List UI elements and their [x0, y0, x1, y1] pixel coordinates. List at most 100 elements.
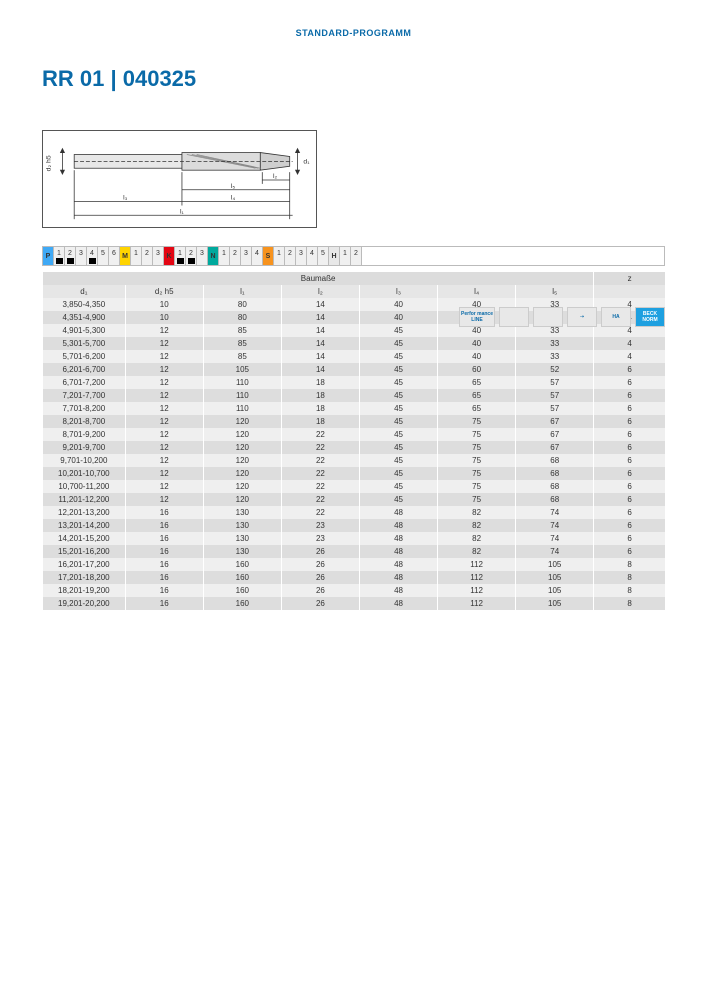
- table-cell: 80: [203, 311, 281, 324]
- table-cell: 12: [125, 337, 203, 350]
- table-cell: 68: [516, 467, 594, 480]
- table-cell: 12: [125, 415, 203, 428]
- table-cell: 6: [594, 454, 665, 467]
- table-cell: 68: [516, 493, 594, 506]
- table-cell: 6,701-7,200: [43, 376, 126, 389]
- table-cell: 16: [125, 597, 203, 610]
- table-cell: 9,701-10,200: [43, 454, 126, 467]
- material-code-n: N: [208, 247, 219, 265]
- table-cell: 82: [438, 532, 516, 545]
- table-cell: 68: [516, 454, 594, 467]
- table-cell: 33: [516, 350, 594, 363]
- table-cell: 6: [594, 389, 665, 402]
- table-cell: 14: [281, 298, 359, 311]
- table-cell: 26: [281, 558, 359, 571]
- table-cell: 12: [125, 493, 203, 506]
- table-cell: 82: [438, 545, 516, 558]
- table-cell: 67: [516, 441, 594, 454]
- table-cell: 45: [359, 389, 437, 402]
- table-cell: 48: [359, 545, 437, 558]
- table-cell: 12: [125, 389, 203, 402]
- table-cell: 120: [203, 493, 281, 506]
- table-cell: 6: [594, 402, 665, 415]
- table-cell: 8,201-8,700: [43, 415, 126, 428]
- material-cell: 1: [54, 247, 65, 265]
- table-cell: 6: [594, 493, 665, 506]
- table-cell: 45: [359, 441, 437, 454]
- table-cell: 85: [203, 337, 281, 350]
- table-cell: 85: [203, 350, 281, 363]
- table-cell: 12: [125, 441, 203, 454]
- table-row: 9,201-9,70012120224575676: [43, 441, 666, 454]
- table-cell: 18: [281, 415, 359, 428]
- table-row: 17,201-18,2001616026481121058: [43, 571, 666, 584]
- diagram-label-l4: l₄: [231, 195, 236, 202]
- diagram-label-l3: l₃: [123, 195, 128, 202]
- table-cell: 85: [203, 324, 281, 337]
- table-cell: 18,201-19,200: [43, 584, 126, 597]
- table-cell: 14: [281, 324, 359, 337]
- table-cell: 82: [438, 506, 516, 519]
- table-cell: 105: [516, 558, 594, 571]
- table-cell: 74: [516, 532, 594, 545]
- table-row: 15,201-16,20016130264882746: [43, 545, 666, 558]
- table-cell: 40: [359, 311, 437, 324]
- table-cell: 9,201-9,700: [43, 441, 126, 454]
- table-cell: 45: [359, 350, 437, 363]
- table-cell: 12: [125, 467, 203, 480]
- table-row: 7,701-8,20012110184565576: [43, 402, 666, 415]
- table-cell: 45: [359, 337, 437, 350]
- material-cell: 4: [87, 247, 98, 265]
- table-row: 19,201-20,2001616026481121058: [43, 597, 666, 610]
- table-cell: 48: [359, 558, 437, 571]
- table-cell: 10: [125, 311, 203, 324]
- table-header-baumasse: Baumaße: [43, 272, 594, 285]
- table-cell: 26: [281, 584, 359, 597]
- table-cell: 52: [516, 363, 594, 376]
- table-cell: 26: [281, 545, 359, 558]
- table-cell: 160: [203, 597, 281, 610]
- table-cell: 45: [359, 376, 437, 389]
- shank-icon: [533, 307, 563, 327]
- table-cell: 160: [203, 558, 281, 571]
- table-cell: 22: [281, 454, 359, 467]
- table-row: 8,201-8,70012120184575676: [43, 415, 666, 428]
- table-cell: 45: [359, 324, 437, 337]
- table-cell: 6: [594, 545, 665, 558]
- table-cell: 6: [594, 376, 665, 389]
- table-cell: 12: [125, 480, 203, 493]
- material-cell: 2: [65, 247, 76, 265]
- table-cell: 110: [203, 389, 281, 402]
- table-cell: 4,901-5,300: [43, 324, 126, 337]
- material-cell: 5: [318, 247, 329, 265]
- table-cell: 75: [438, 454, 516, 467]
- material-cell: 3: [241, 247, 252, 265]
- material-cell: 2: [351, 247, 362, 265]
- table-cell: 45: [359, 493, 437, 506]
- table-cell: 22: [281, 493, 359, 506]
- material-cell: 5: [98, 247, 109, 265]
- table-cell: 110: [203, 402, 281, 415]
- material-cell: 3: [76, 247, 87, 265]
- table-cell: 12: [125, 350, 203, 363]
- table-cell: 57: [516, 389, 594, 402]
- table-cell: 16: [125, 506, 203, 519]
- icon-strip: Perfor mance LINE ➝ HA BECK NORM: [459, 307, 665, 327]
- table-cell: 105: [203, 363, 281, 376]
- table-cell: 14: [281, 311, 359, 324]
- table-cell: 16: [125, 584, 203, 597]
- table-cell: 4: [594, 350, 665, 363]
- table-cell: 19,201-20,200: [43, 597, 126, 610]
- table-cell: 74: [516, 506, 594, 519]
- table-cell: 112: [438, 558, 516, 571]
- table-cell: 11,201-12,200: [43, 493, 126, 506]
- table-cell: 45: [359, 428, 437, 441]
- table-cell: 6: [594, 415, 665, 428]
- table-cell: 8: [594, 597, 665, 610]
- table-cell: 80: [203, 298, 281, 311]
- table-cell: 6: [594, 441, 665, 454]
- material-code-k: K: [164, 247, 175, 265]
- table-col-header: l₂: [281, 285, 359, 298]
- table-cell: 23: [281, 519, 359, 532]
- material-groups-bar: P123456M123K123N1234S12345H12: [42, 246, 665, 266]
